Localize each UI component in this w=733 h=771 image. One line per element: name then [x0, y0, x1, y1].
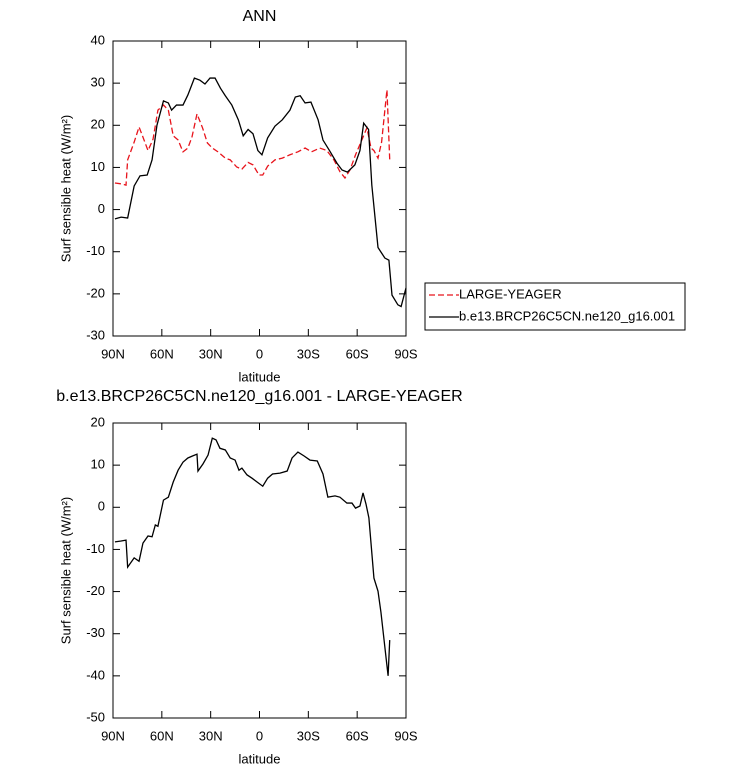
y-tick-label: -20	[86, 285, 105, 300]
y-tick-label: -10	[86, 243, 105, 258]
x-tick-label: 60S	[346, 346, 369, 361]
x-axis-label: latitude	[239, 369, 281, 384]
y-tick-label: 0	[98, 499, 105, 514]
x-axis-label: latitude	[239, 751, 281, 766]
y-tick-label: -50	[86, 709, 105, 724]
x-tick-label: 60S	[346, 728, 369, 743]
y-tick-label: 20	[91, 117, 105, 132]
plot-frame	[112, 422, 407, 719]
series-line	[114, 437, 391, 676]
x-tick-label: 0	[256, 728, 263, 743]
series-line	[114, 77, 407, 308]
y-tick-label: -10	[86, 541, 105, 556]
y-tick-label: -40	[86, 667, 105, 682]
series-line	[114, 89, 391, 186]
x-tick-label: 90S	[394, 346, 417, 361]
y-tick-label: 40	[91, 32, 105, 47]
legend-label: LARGE-YEAGER	[459, 286, 562, 301]
x-tick-label: 60N	[150, 728, 174, 743]
x-tick-label: 30N	[199, 728, 223, 743]
legend-label: b.e13.BRCP26C5CN.ne120_g16.001	[459, 308, 675, 323]
x-tick-label: 0	[256, 346, 263, 361]
x-tick-label: 60N	[150, 346, 174, 361]
x-tick-label: 30N	[199, 346, 223, 361]
chart-title: ANN	[243, 8, 277, 25]
legend-box	[424, 282, 686, 331]
y-tick-label: -30	[86, 625, 105, 640]
y-axis-label: Surf sensible heat (W/m²)	[58, 497, 73, 644]
y-tick-label: -20	[86, 583, 105, 598]
x-tick-label: 30S	[297, 728, 320, 743]
y-tick-label: -30	[86, 327, 105, 342]
y-tick-label: 10	[91, 457, 105, 472]
y-tick-label: 0	[98, 201, 105, 216]
plot-frame	[112, 40, 407, 337]
x-tick-label: 90N	[101, 728, 125, 743]
x-tick-label: 90N	[101, 346, 125, 361]
x-tick-label: 30S	[297, 346, 320, 361]
y-tick-label: 10	[91, 159, 105, 174]
y-tick-label: 20	[91, 414, 105, 429]
y-tick-label: 30	[91, 75, 105, 90]
x-tick-label: 90S	[394, 728, 417, 743]
y-axis-label: Surf sensible heat (W/m²)	[58, 115, 73, 262]
chart-title: b.e13.BRCP26C5CN.ne120_g16.001 - LARGE-Y…	[56, 388, 462, 405]
